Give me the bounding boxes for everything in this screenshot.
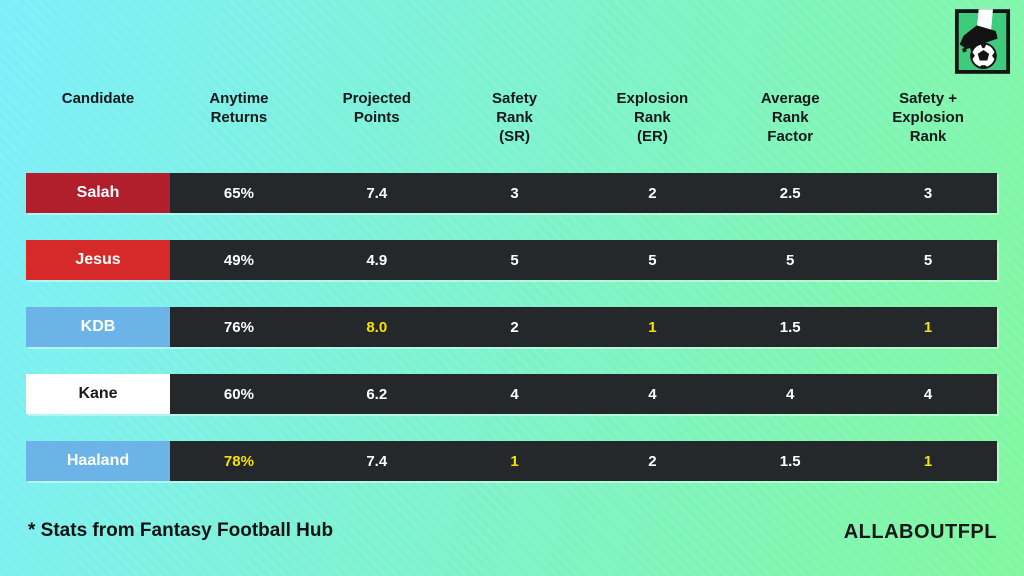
stat-cell: 5 [583, 240, 722, 280]
stat-cell: 5 [721, 240, 860, 280]
stat-cell: 76% [170, 307, 308, 347]
stat-cell: 3 [859, 173, 997, 213]
stat-cell: 1 [859, 441, 997, 481]
stat-cell: 4 [445, 374, 584, 414]
stat-cell: 2 [583, 441, 722, 481]
table-header: Candidate Anytime Returns Projected Points Sa… [26, 89, 997, 146]
table-row: KDB 76% 8.0 2 1 1.5 1 [26, 307, 997, 347]
column-header: Safety + Explosion Rank [892, 90, 964, 145]
table-row: Haaland 78% 7.4 1 2 1.5 1 [26, 441, 997, 481]
stat-cell: 4 [859, 374, 997, 414]
stat-cell: 6.2 [307, 374, 446, 414]
table-row: Salah 65% 7.4 3 2 2.5 3 [26, 173, 997, 213]
column-header: Explosion Rank (ER) [616, 90, 689, 145]
brand-wordmark: ALLABOUTFPL [843, 521, 997, 543]
stat-cell: 8.0 [307, 307, 446, 347]
footer-note: * Stats from Fantasy Football Hub [28, 520, 334, 541]
stat-cell: 1 [859, 307, 997, 347]
column-header: Average Rank Factor [760, 90, 820, 145]
stat-cell: 60% [170, 374, 308, 414]
stat-cell: 1.5 [721, 307, 860, 347]
stat-cell: 4.9 [307, 240, 446, 280]
stat-cell: 2.5 [721, 173, 860, 213]
stat-cell: 1 [583, 307, 722, 347]
stat-cell: 4 [721, 374, 860, 414]
table-row: Kane 60% 6.2 4 4 4 4 [26, 374, 997, 414]
stat-cell: 2 [583, 173, 722, 213]
stat-cell: 5 [859, 240, 997, 280]
stat-cell: 1.5 [721, 441, 860, 481]
stat-cell: 3 [445, 173, 584, 213]
boot-kicking-ball-icon [954, 9, 1011, 74]
table-row: Jesus 49% 4.9 5 5 5 5 [26, 240, 997, 280]
stat-cell: 1 [445, 441, 584, 481]
stat-cell: 78% [170, 441, 308, 481]
column-header: Projected Points [342, 90, 411, 126]
table-body: Salah 65% 7.4 3 2 2.5 3 Jesus 49% 4.9 5 5 5 5 KDB 76% 8.… [26, 173, 997, 508]
candidate-label: KDB [26, 307, 170, 347]
stat-cell: 2 [445, 307, 584, 347]
column-header: Safety Rank (SR) [492, 90, 538, 145]
candidate-label: Jesus [26, 240, 170, 280]
candidate-label: Salah [26, 173, 170, 213]
column-header: Candidate [61, 90, 135, 107]
stat-cell: 65% [170, 173, 308, 213]
stat-cell: 7.4 [307, 173, 446, 213]
candidate-label: Haaland [26, 441, 170, 481]
stat-cell: 7.4 [307, 441, 446, 481]
stat-cell: 4 [583, 374, 722, 414]
stat-cell: 49% [170, 240, 308, 280]
column-header: Anytime Returns [209, 90, 269, 126]
stat-cell: 5 [445, 240, 584, 280]
candidate-label: Kane [26, 374, 170, 414]
